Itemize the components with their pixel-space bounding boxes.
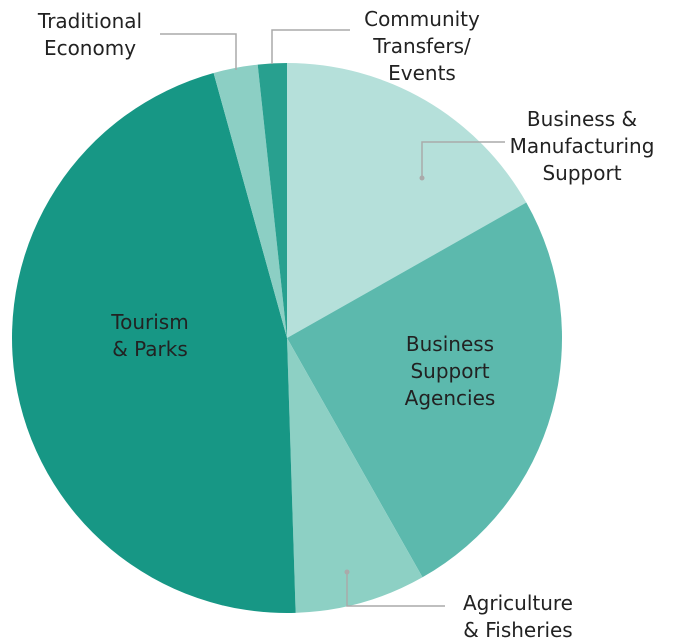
leader-line: [421, 141, 505, 178]
leader-line: [271, 29, 350, 64]
leaders: [160, 29, 505, 607]
pie-slice: [11, 72, 296, 614]
slice-label: Business & Manufacturing Support: [510, 107, 655, 185]
slice-label: Traditional Economy: [37, 9, 142, 60]
slice-label: Business Support Agencies: [405, 332, 496, 410]
leader-line: [160, 33, 237, 70]
slice-label: Agriculture & Fisheries: [463, 591, 573, 640]
pie: [11, 63, 562, 614]
leader-line: [346, 572, 445, 607]
slice-label: Tourism & Parks: [110, 310, 188, 361]
pie-slice: [213, 64, 287, 338]
pie-slice: [257, 63, 287, 338]
leader-dot: [419, 175, 425, 181]
slice-label: Community Transfers/Events: [364, 7, 480, 85]
pie-slice: [287, 63, 527, 338]
pie-slice: [287, 202, 562, 578]
pie-slice: [287, 338, 423, 613]
leader-dot: [344, 569, 350, 575]
